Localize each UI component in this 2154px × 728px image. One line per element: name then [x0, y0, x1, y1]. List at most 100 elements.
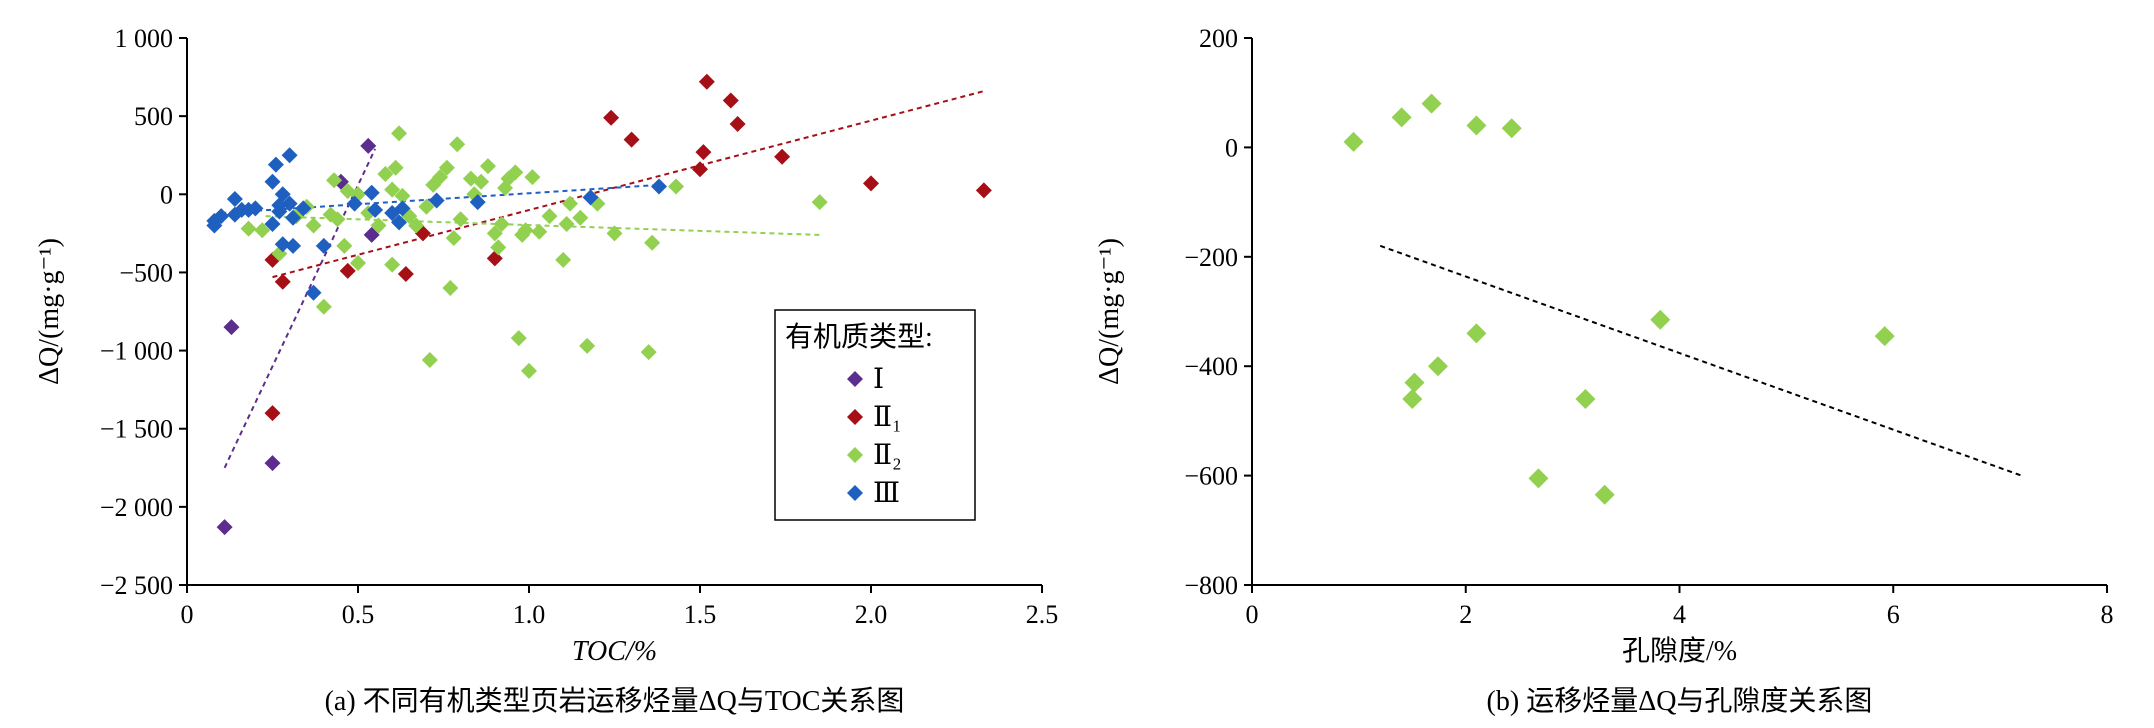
- data-point: [370, 217, 387, 234]
- legend-marker: [847, 447, 863, 463]
- data-point: [555, 251, 572, 268]
- data-point: [473, 173, 490, 190]
- data-point: [363, 184, 380, 201]
- data-point: [285, 237, 302, 254]
- data-point: [510, 330, 527, 347]
- data-point: [421, 351, 438, 368]
- chart-b: 200 0 −200 −400 −600 −800 0 2 4 6 8 ΔQ/(mg·g⁻¹) 孔隙…: [1094, 24, 2114, 717]
- chart-a-caption: (a) 不同有机类型页岩运移烃量ΔQ与TOC关系图: [325, 685, 905, 717]
- y-tick-label: −1 000: [100, 337, 173, 366]
- x-tick-label: 2: [1459, 600, 1472, 629]
- data-point: [281, 147, 298, 164]
- x-tick-label: 4: [1673, 600, 1686, 629]
- data-point: [432, 169, 449, 186]
- data-point: [377, 165, 394, 182]
- data-point: [226, 190, 243, 207]
- data-point: [863, 175, 879, 192]
- data-point: [216, 519, 233, 536]
- data-point: [384, 256, 401, 273]
- chart-b-trend-lines: [1379, 244, 2022, 477]
- x-tick-label: 2.5: [1026, 600, 1059, 629]
- data-point: [285, 209, 302, 226]
- data-point: [698, 73, 715, 90]
- legend-label: Ⅱ₁: [873, 402, 902, 433]
- data-point: [469, 194, 486, 211]
- data-point: [408, 217, 425, 234]
- data-point: [350, 255, 366, 272]
- x-tick-label: 0: [1246, 600, 1259, 629]
- data-point: [271, 203, 288, 220]
- data-point: [606, 225, 623, 242]
- data-point: [1402, 389, 1423, 410]
- data-point: [1874, 326, 1895, 347]
- data-point: [240, 220, 257, 237]
- x-tick-label: 2.0: [855, 600, 888, 629]
- data-point: [486, 225, 503, 242]
- data-point: [394, 200, 411, 217]
- data-point: [391, 214, 408, 231]
- legend-items: Ⅰ Ⅱ₁ Ⅱ₂ Ⅲ: [847, 364, 902, 509]
- data-point: [223, 319, 240, 336]
- y-tick-label: 1 000: [115, 24, 174, 53]
- data-point: [1466, 115, 1487, 136]
- y-tick-label: −600: [1184, 462, 1238, 491]
- chart-a-legend: 有机质类型: Ⅰ Ⅱ₁ Ⅱ₂ Ⅲ: [774, 309, 976, 521]
- data-point: [1466, 323, 1487, 344]
- data-point: [394, 187, 411, 204]
- data-point: [490, 239, 507, 256]
- legend-marker: [847, 371, 863, 387]
- y-tick-label: −500: [119, 258, 173, 287]
- data-point: [295, 200, 312, 217]
- data-point: [729, 115, 746, 132]
- data-point: [315, 237, 332, 254]
- data-point: [442, 280, 459, 297]
- data-point: [531, 223, 548, 240]
- x-tick-label: 8: [2101, 600, 2114, 629]
- legend-box: [774, 309, 976, 521]
- data-point: [363, 226, 380, 243]
- y-tick-label: 0: [1225, 133, 1238, 162]
- legend-marker: [847, 485, 863, 501]
- chart-b-axes: 200 0 −200 −400 −600 −800 0 2 4 6 8: [1184, 24, 2113, 629]
- data-point: [305, 284, 322, 301]
- data-point: [254, 222, 271, 239]
- y-tick-label: 500: [134, 102, 173, 131]
- chart-b-x-axis-label: 孔隙度/%: [1622, 635, 1737, 667]
- data-point: [346, 195, 363, 212]
- legend-label: Ⅰ: [873, 364, 884, 395]
- data-point: [521, 362, 537, 379]
- data-point: [774, 148, 791, 165]
- x-tick-label: 0: [181, 600, 194, 629]
- y-tick-label: −800: [1184, 571, 1238, 600]
- data-point: [479, 158, 496, 175]
- data-point: [811, 194, 828, 211]
- data-point: [274, 186, 291, 203]
- data-point: [438, 159, 455, 176]
- data-point: [650, 178, 667, 195]
- chart-a-y-axis-label: ΔQ/(mg·g⁻¹): [34, 238, 65, 385]
- data-point: [1594, 484, 1615, 505]
- data-point: [274, 236, 291, 253]
- data-point: [579, 337, 596, 354]
- data-point: [603, 109, 620, 126]
- y-tick-label: 200: [1199, 24, 1238, 53]
- data-point: [558, 215, 575, 232]
- data-point: [329, 211, 346, 228]
- data-point: [336, 237, 353, 254]
- data-point: [1427, 356, 1448, 377]
- data-point: [360, 137, 377, 154]
- chart-b-caption: (b) 运移烃量ΔQ与孔隙度关系图: [1487, 685, 1873, 717]
- data-point: [384, 181, 401, 198]
- data-point: [387, 159, 404, 176]
- data-point: [339, 262, 356, 279]
- data-point: [247, 200, 264, 217]
- chart-a-axes: 1 000 500 0 −500 −1 000 −1 500 −2 000 −2 500 0 0.…: [100, 24, 1058, 629]
- data-point: [305, 217, 322, 234]
- legend-marker: [847, 409, 863, 425]
- data-point: [541, 208, 558, 225]
- data-point: [1421, 93, 1442, 114]
- x-tick-label: 1.5: [684, 600, 717, 629]
- y-tick-label: −1 500: [100, 415, 173, 444]
- legend-label: Ⅱ₂: [873, 440, 902, 471]
